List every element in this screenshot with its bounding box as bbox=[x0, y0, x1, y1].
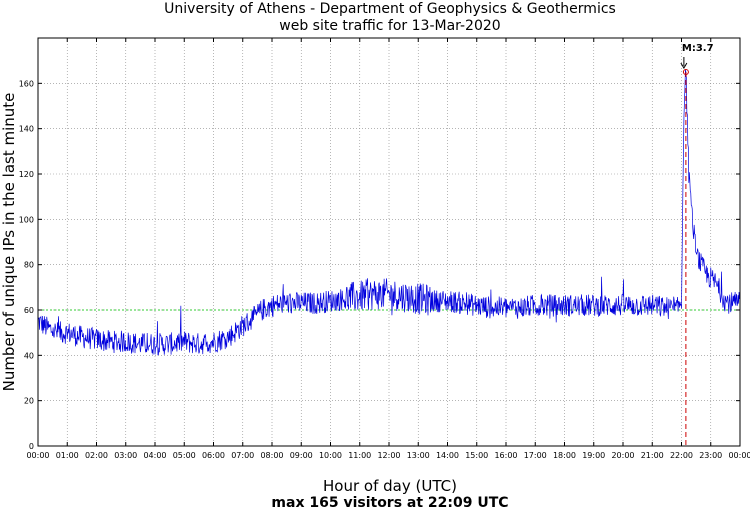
x-tick-label: 07:00 bbox=[231, 451, 254, 460]
x-tick-label: 13:00 bbox=[407, 451, 430, 460]
x-tick-label: 11:00 bbox=[348, 451, 371, 460]
y-tick-label: 0 bbox=[29, 442, 34, 451]
y-axis-ticks: 0 20 40 60 80 100 120 140 160 bbox=[19, 79, 740, 451]
x-tick-label: 01:00 bbox=[56, 451, 79, 460]
x-tick-label: 22:00 bbox=[670, 451, 693, 460]
x-tick-label: 10:00 bbox=[319, 451, 342, 460]
y-tick-label: 80 bbox=[24, 261, 34, 270]
footer-max-visitors: max 165 visitors at 22:09 UTC bbox=[271, 495, 508, 511]
y-tick-label: 160 bbox=[19, 79, 34, 88]
x-tick-label: 05:00 bbox=[173, 451, 196, 460]
peak-point-marker bbox=[682, 69, 689, 75]
x-tick-label: 04:00 bbox=[143, 451, 166, 460]
series-group bbox=[37, 69, 741, 356]
x-tick-label: 06:00 bbox=[202, 451, 225, 460]
y-axis-label: Number of unique IPs in the last minute bbox=[0, 93, 18, 392]
y-tick-label: 140 bbox=[19, 125, 34, 134]
event-marker-group: M:3.7 bbox=[680, 43, 714, 446]
series-line-traffic bbox=[37, 69, 741, 356]
x-tick-label: 00:00 bbox=[26, 451, 49, 460]
y-tick-label: 120 bbox=[19, 170, 34, 179]
x-axis-ticks: 00:00 01:00 02:00 03:00 04:00 05:00 06:00 07:00… bbox=[26, 38, 750, 460]
x-tick-label: 17:00 bbox=[524, 451, 547, 460]
y-tick-label: 60 bbox=[24, 306, 34, 315]
x-tick-label: 15:00 bbox=[465, 451, 488, 460]
grid-lines bbox=[38, 38, 740, 446]
x-tick-label: 03:00 bbox=[114, 451, 137, 460]
x-tick-label: 18:00 bbox=[553, 451, 576, 460]
x-tick-label: 23:00 bbox=[699, 451, 722, 460]
x-tick-label: 12:00 bbox=[377, 451, 400, 460]
y-tick-label: 20 bbox=[24, 397, 34, 406]
chart-title-line1: University of Athens - Department of Geo… bbox=[164, 1, 616, 17]
y-tick-label: 40 bbox=[24, 351, 34, 360]
x-tick-label: 16:00 bbox=[494, 451, 517, 460]
x-axis-label: Hour of day (UTC) bbox=[323, 477, 457, 495]
x-tick-label: 19:00 bbox=[582, 451, 605, 460]
chart-title-line2: web site traffic for 13-Mar-2020 bbox=[279, 18, 500, 34]
x-tick-label: 09:00 bbox=[290, 451, 313, 460]
x-tick-label: 20:00 bbox=[611, 451, 634, 460]
x-tick-label: 21:00 bbox=[641, 451, 664, 460]
x-tick-label: 14:00 bbox=[436, 451, 459, 460]
x-tick-label: 02:00 bbox=[85, 451, 108, 460]
y-tick-label: 100 bbox=[19, 215, 34, 224]
event-arrow-head bbox=[680, 62, 688, 69]
x-tick-label: 08:00 bbox=[260, 451, 283, 460]
x-tick-label: 00:00 bbox=[728, 451, 750, 460]
event-marker-label: M:3.7 bbox=[682, 43, 714, 54]
